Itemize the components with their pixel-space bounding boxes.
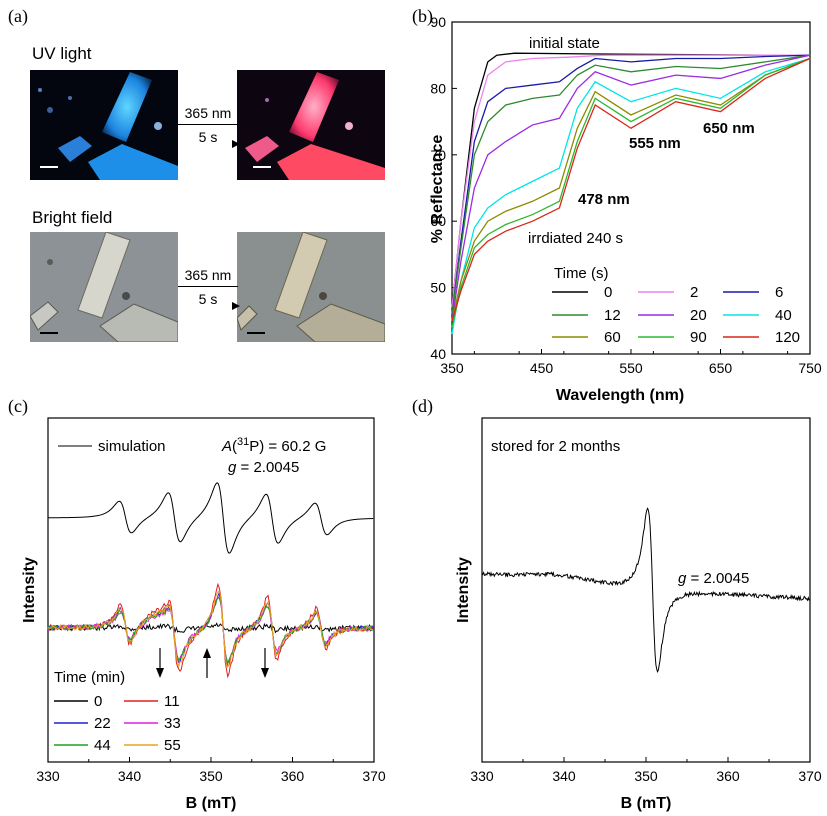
legend-label: 0 xyxy=(94,693,102,710)
legend-label: 120 xyxy=(775,329,800,346)
y-axis-label: Intensity xyxy=(21,557,38,623)
bright-arrow-time: 5 s xyxy=(198,291,218,307)
x-tick-label: 450 xyxy=(530,360,554,376)
y-tick-label: 50 xyxy=(430,280,446,296)
uv-after-photo xyxy=(237,70,385,180)
uv-arrow-line xyxy=(178,124,240,148)
annotation-478nm: 478 nm xyxy=(578,191,630,208)
x-axis-label: Wavelength (nm) xyxy=(556,387,684,404)
x-tick-label: 550 xyxy=(619,360,643,376)
epr-trace-55 xyxy=(47,589,374,669)
bright-arrow-head-icon xyxy=(232,302,240,310)
increase-arrow-icon xyxy=(203,648,211,678)
hyperfine-isotope: 31 xyxy=(237,436,249,448)
x-tick-label: 370 xyxy=(362,768,386,784)
x-tick-label: 340 xyxy=(552,768,576,784)
bright-arrow-line xyxy=(178,286,240,310)
series-line-20 xyxy=(451,54,811,321)
x-tick-label: 340 xyxy=(118,768,142,784)
stored-annotation: stored for 2 months xyxy=(491,438,620,455)
x-tick-label: 330 xyxy=(470,768,494,784)
annotation-650nm: 650 nm xyxy=(703,120,755,137)
x-axis-label: B (mT) xyxy=(186,795,237,812)
legend-label: 33 xyxy=(164,715,181,732)
simulation-trace xyxy=(47,482,374,554)
bright-before-photo xyxy=(30,232,178,342)
panel-label-b: (b) xyxy=(412,6,433,26)
g-value: = 2.0045 xyxy=(236,459,299,476)
series-line-120 xyxy=(451,57,811,321)
annotation-555nm: 555 nm xyxy=(629,135,681,152)
legend-label: 60 xyxy=(604,329,621,346)
legend-label: 90 xyxy=(690,329,707,346)
plot-frame xyxy=(481,417,811,763)
panel-label-d: (d) xyxy=(412,396,433,416)
annotation-initial-state: initial state xyxy=(529,35,600,52)
decrease-arrow-icon xyxy=(261,648,269,678)
legend-label: 55 xyxy=(164,737,181,754)
y-tick-label: 40 xyxy=(430,346,446,362)
y-axis-label: Intensity xyxy=(455,557,472,623)
panel-label-a: (a) xyxy=(8,6,28,26)
legend-label: 20 xyxy=(690,307,707,324)
epr-stored-trace xyxy=(481,507,810,674)
g-factor-annotation: g = 2.0045 xyxy=(228,459,299,476)
uv-arrow-head-icon xyxy=(232,140,240,148)
series-line-12 xyxy=(451,54,811,315)
y-tick-label: 70 xyxy=(430,147,446,163)
g-factor-annotation: g = 2.0045 xyxy=(678,570,749,587)
x-axis-label: B (mT) xyxy=(621,795,672,812)
bright-arrow-wavelength: 365 nm xyxy=(184,267,232,283)
x-tick-label: 370 xyxy=(798,768,822,784)
x-tick-label: 750 xyxy=(798,360,822,376)
x-tick-label: 350 xyxy=(199,768,223,784)
g-symbol: g xyxy=(228,459,237,476)
legend-label: 2 xyxy=(690,284,698,301)
legend-label: 6 xyxy=(775,284,783,301)
legend-label: 44 xyxy=(94,737,111,754)
decrease-arrow-icon xyxy=(156,648,164,678)
series-line-90 xyxy=(451,57,811,328)
legend-title: Time (s) xyxy=(554,265,608,282)
legend-label: 40 xyxy=(775,307,792,324)
g-symbol: g xyxy=(678,570,687,587)
x-tick-label: 650 xyxy=(709,360,733,376)
legend-label: 11 xyxy=(164,693,180,710)
x-tick-label: 330 xyxy=(36,768,60,784)
series-line-40 xyxy=(451,57,811,335)
series-line-60 xyxy=(451,57,811,321)
hyperfine-symbol: A xyxy=(221,438,232,455)
hyperfine-value: P) = 60.2 G xyxy=(249,438,326,455)
legend-label: 22 xyxy=(94,715,111,732)
legend-title: Time (min) xyxy=(54,669,125,686)
bright-field-title: Bright field xyxy=(32,208,113,227)
uv-arrow-time: 5 s xyxy=(198,129,218,145)
uv-arrow-wavelength: 365 nm xyxy=(184,105,232,121)
y-tick-label: 90 xyxy=(430,14,446,30)
y-tick-label: 80 xyxy=(430,80,446,96)
x-tick-label: 350 xyxy=(634,768,658,784)
g-value: = 2.0045 xyxy=(686,570,749,587)
annotation-irradiated: irrdiated 240 s xyxy=(528,230,623,247)
y-tick-label: 60 xyxy=(430,213,446,229)
x-tick-label: 360 xyxy=(281,768,305,784)
legend-label: 12 xyxy=(604,307,621,324)
x-tick-label: 360 xyxy=(716,768,740,784)
simulation-label: simulation xyxy=(98,438,166,455)
uv-arrow: 365 nm 5 s xyxy=(178,104,240,148)
uv-light-title: UV light xyxy=(32,44,92,63)
series-line-6 xyxy=(451,54,811,315)
uv-before-photo xyxy=(30,70,178,180)
bright-arrow: 365 nm 5 s xyxy=(178,266,240,310)
bright-after-photo xyxy=(237,232,385,342)
x-tick-label: 350 xyxy=(440,360,464,376)
series-line-2 xyxy=(451,54,810,308)
panel-label-c: (c) xyxy=(8,396,28,416)
legend-label: 0 xyxy=(604,284,612,301)
y-axis-label: % Reflectance xyxy=(429,135,446,244)
